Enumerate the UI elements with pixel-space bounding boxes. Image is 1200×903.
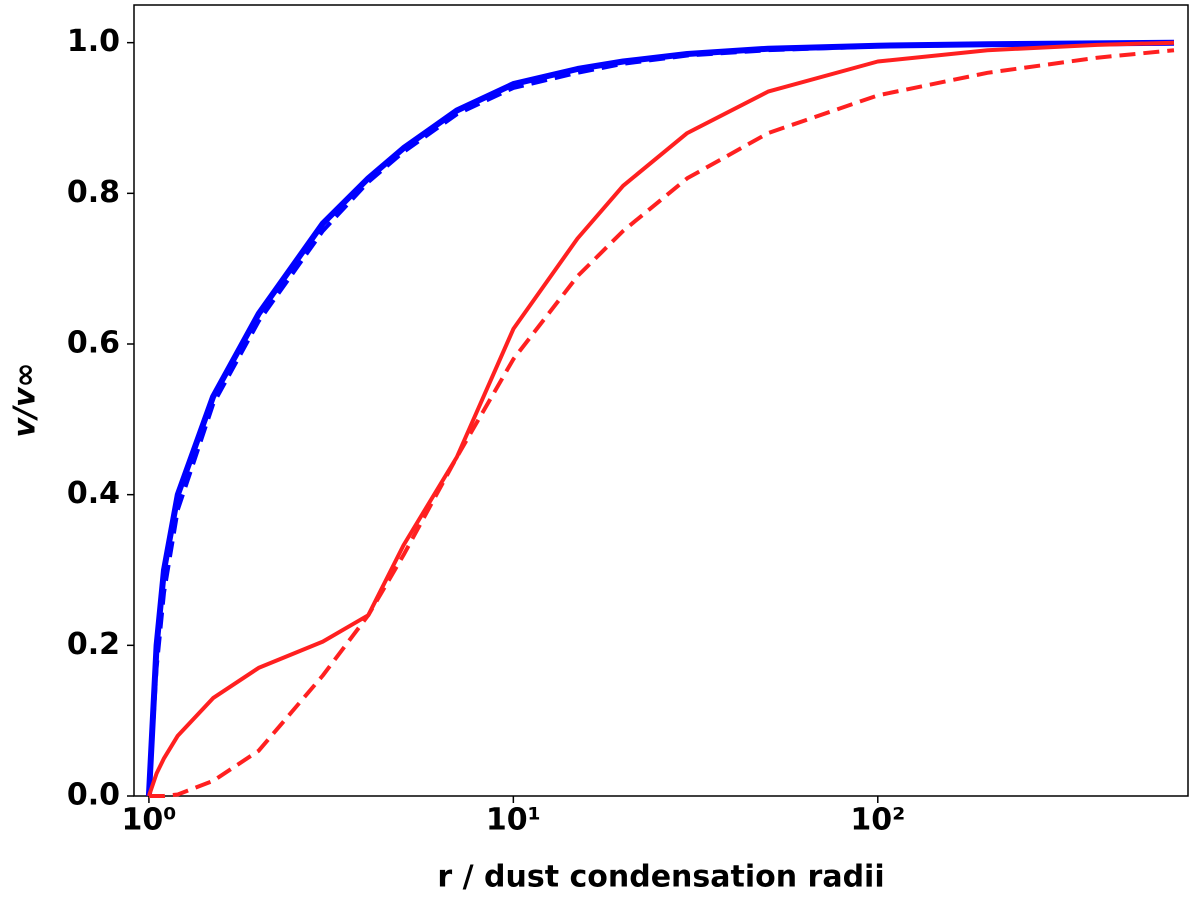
- x-tick-label: 10¹: [486, 803, 541, 838]
- series-line: [146, 41, 1175, 797]
- x-axis-label: r / dust condensation radii: [437, 860, 884, 895]
- x-tick-label: 10⁰: [121, 803, 176, 838]
- y-axis-label: v/v∞: [8, 362, 43, 437]
- y-tick-label: 1.0: [67, 24, 120, 59]
- y-tick-label: 0.0: [67, 778, 120, 813]
- plot-frame: [133, 4, 1189, 797]
- y-tick-label: 0.8: [67, 175, 120, 210]
- series-line: [148, 48, 1175, 798]
- y-tick-label: 0.4: [67, 476, 120, 511]
- x-tick-label: 10²: [850, 803, 905, 838]
- y-tick-label: 0.2: [67, 627, 120, 662]
- y-tick-label: 0.6: [67, 326, 120, 361]
- series-line: [147, 40, 1175, 797]
